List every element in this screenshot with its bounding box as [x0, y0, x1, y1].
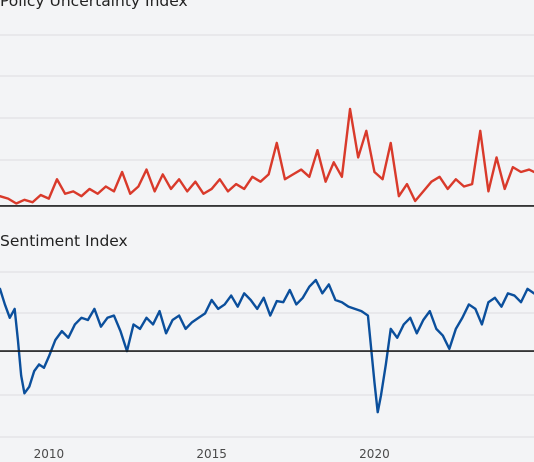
policy-uncertainty-series-line: [0, 107, 534, 205]
policy-uncertainty-title: Policy Uncertainty Index: [0, 0, 188, 10]
x-tick-label: 2010: [34, 447, 65, 461]
sentiment-title: Sentiment Index: [0, 232, 128, 250]
x-tick-label: 2015: [196, 447, 227, 461]
sentiment-series-line: [0, 278, 534, 414]
x-tick-label: 2020: [359, 447, 390, 461]
